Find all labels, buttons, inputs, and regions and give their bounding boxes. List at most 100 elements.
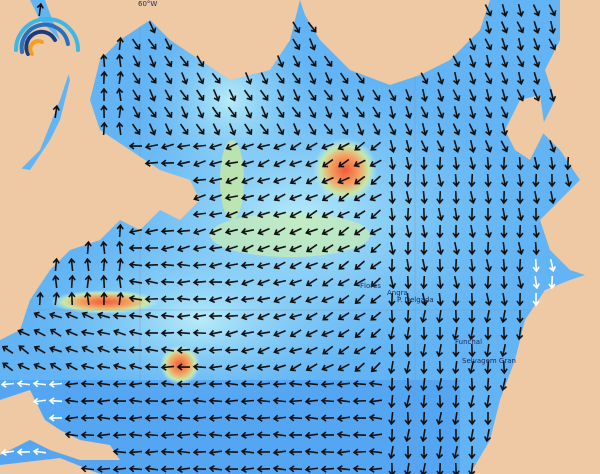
swell-arrow [336, 465, 351, 473]
swell-arrow [241, 244, 254, 253]
swell-arrow [96, 380, 111, 388]
swell-arrow [224, 159, 239, 167]
swell-arrow [128, 227, 143, 236]
swell-arrow [209, 227, 222, 236]
swell-arrow [212, 123, 221, 136]
swell-arrow [289, 194, 302, 202]
swell-arrow [516, 89, 525, 102]
swell-arrow [240, 397, 255, 405]
swell-arrow [48, 311, 62, 319]
swell-arrow [195, 123, 205, 135]
swell-arrow [533, 72, 541, 86]
swell-arrow [338, 345, 350, 355]
swell-arrow [192, 380, 207, 388]
swell-arrow [128, 295, 143, 303]
swell-arrow [321, 193, 334, 202]
swell-arrow [132, 89, 141, 102]
swell-arrow [368, 397, 383, 405]
swell-arrow [96, 328, 111, 337]
swell-arrow [16, 380, 31, 388]
swell-arrow [337, 363, 350, 372]
swell-arrow [176, 431, 191, 439]
swell-arrow [338, 192, 350, 202]
swell-arrow [48, 414, 63, 422]
swell-arrow [289, 329, 302, 338]
swell-arrow [80, 414, 95, 422]
swell-arrow [388, 428, 396, 443]
swell-arrow [131, 38, 141, 51]
swell-arrow [419, 462, 428, 474]
swell-arrow [289, 142, 302, 151]
swell-arrow [500, 207, 509, 222]
swell-arrow [469, 55, 477, 68]
swell-arrow [160, 329, 175, 337]
swell-arrow [532, 275, 540, 290]
swell-arrow [501, 55, 509, 68]
swell-arrow [64, 431, 79, 439]
swell-arrow [224, 278, 239, 286]
swell-arrow [160, 431, 175, 439]
swell-arrow [48, 380, 63, 388]
swell-arrow [305, 176, 318, 185]
swell-arrow [420, 88, 429, 103]
swell-arrow [64, 380, 79, 388]
swell-arrow [225, 330, 238, 338]
swell-arrow [370, 277, 381, 287]
swell-arrow [370, 362, 381, 373]
swell-arrow [100, 257, 108, 272]
swell-arrow [273, 142, 286, 151]
swell-arrow [2, 362, 14, 372]
swell-arrow [420, 106, 429, 119]
swell-arrow [467, 360, 475, 375]
swell-arrow [132, 72, 141, 85]
swell-arrow [516, 55, 525, 68]
swell-arrow [436, 360, 444, 375]
swell-arrow [451, 445, 460, 460]
swell-arrow [100, 53, 108, 68]
swell-arrow [208, 312, 223, 320]
swell-arrow [388, 190, 396, 205]
swell-arrow [160, 448, 175, 456]
swell-arrow [96, 311, 110, 319]
swell-arrow [388, 258, 396, 273]
swell-arrow [337, 210, 350, 219]
swell-arrow [96, 397, 111, 405]
swell-arrow [144, 465, 159, 473]
swell-arrow [160, 143, 174, 151]
swell-arrow [112, 380, 127, 388]
swell-arrow [484, 343, 492, 358]
place-funchal: Funchal [455, 338, 482, 346]
swell-arrow [64, 414, 79, 422]
swell-arrow [176, 329, 191, 337]
swell-arrow [36, 291, 44, 306]
swell-arrow [484, 292, 493, 307]
swell-arrow [452, 462, 460, 474]
swell-arrow [18, 345, 30, 355]
swell-arrow [388, 309, 396, 324]
swell-arrow [516, 190, 524, 205]
swell-arrow [116, 240, 124, 255]
swell-arrow [420, 224, 429, 239]
swell-arrow [484, 207, 492, 222]
swell-arrow [484, 326, 492, 341]
swell-arrow [353, 193, 366, 202]
labrador [0, 0, 300, 340]
swell-arrow [128, 328, 143, 336]
swell-arrow [305, 159, 318, 168]
swell-arrow [352, 448, 367, 456]
wave-logo[interactable] [14, 17, 80, 56]
swell-arrow [144, 380, 159, 388]
swell-arrow [68, 257, 76, 272]
swell-arrow [338, 158, 350, 168]
swell-arrow [452, 377, 460, 392]
swell-arrow [436, 462, 444, 474]
swell-arrow [307, 55, 317, 67]
swell-arrow [293, 123, 301, 136]
swell-arrow [403, 360, 412, 375]
swell-arrow [322, 311, 334, 321]
swell-arrow [501, 89, 509, 103]
swell-arrow [209, 194, 222, 202]
swell-arrow [128, 431, 143, 439]
swell-arrow [388, 207, 396, 222]
